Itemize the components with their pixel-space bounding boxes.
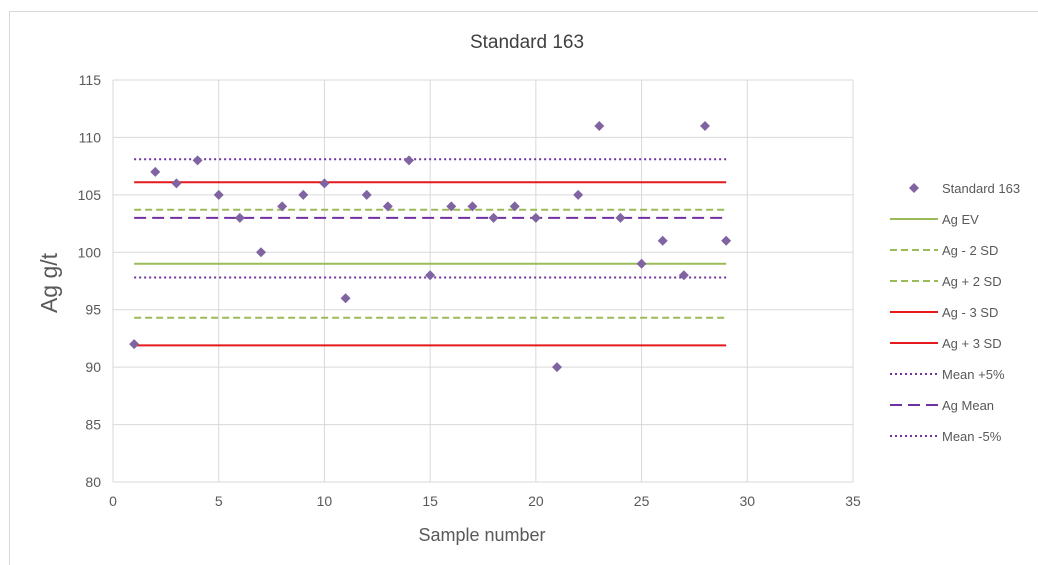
data-point xyxy=(509,201,520,212)
data-point xyxy=(678,270,689,281)
legend-label: Ag - 2 SD xyxy=(942,243,998,258)
x-tick-label: 15 xyxy=(422,493,438,509)
data-point xyxy=(721,235,732,246)
legend-label: Ag + 3 SD xyxy=(942,336,1002,351)
legend-label: Ag Mean xyxy=(942,398,994,413)
data-point xyxy=(361,189,372,200)
data-point xyxy=(446,201,457,212)
chart-area xyxy=(9,11,1038,565)
y-tick-label: 80 xyxy=(85,474,101,490)
y-tick-label: 90 xyxy=(85,359,101,375)
data-point xyxy=(594,120,605,131)
data-point xyxy=(298,189,309,200)
data-point xyxy=(319,178,330,189)
data-point xyxy=(382,201,393,212)
data-point xyxy=(213,189,224,200)
x-axis-label: Sample number xyxy=(418,525,545,545)
data-point xyxy=(552,362,562,373)
data-point xyxy=(192,155,203,166)
gridlines xyxy=(112,79,854,483)
data-points xyxy=(129,120,732,373)
x-tick-label: 30 xyxy=(739,493,755,509)
y-tick-label: 85 xyxy=(85,417,101,433)
data-point xyxy=(129,339,140,350)
x-tick-label: 10 xyxy=(317,493,333,509)
data-point xyxy=(171,178,182,189)
y-tick-label: 110 xyxy=(79,129,102,145)
data-point xyxy=(657,235,668,246)
legend: Standard 163 Ag EV Ag - 2 SD Ag + 2 SD Ag - … xyxy=(890,181,1020,444)
data-point xyxy=(530,212,541,223)
legend-label: Ag EV xyxy=(942,212,979,227)
legend-label: Standard 163 xyxy=(942,181,1020,196)
x-tick-label: 20 xyxy=(528,493,544,509)
legend-label: Mean +5% xyxy=(942,367,1005,382)
x-tick-label: 25 xyxy=(634,493,650,509)
x-tick-label: 0 xyxy=(109,493,117,509)
data-point xyxy=(256,247,266,258)
data-point xyxy=(573,189,584,200)
legend-label: Mean -5% xyxy=(942,429,1002,444)
y-tick-label: 100 xyxy=(78,244,102,260)
data-point xyxy=(700,120,710,131)
data-point xyxy=(404,155,414,166)
y-tick-label: 95 xyxy=(85,302,101,318)
y-tick-label: 115 xyxy=(79,72,102,88)
data-point xyxy=(425,270,436,281)
y-tick-label: 105 xyxy=(78,187,102,203)
data-point xyxy=(467,201,478,212)
data-point xyxy=(340,293,351,304)
x-tick-label: 35 xyxy=(845,493,861,509)
data-point xyxy=(150,166,161,177)
axes: 80 85 90 95 100 105 110 115 0 5 10 15 20 25 30 35 xyxy=(78,72,861,509)
legend-label: Ag + 2 SD xyxy=(942,274,1002,289)
legend-label: Ag - 3 SD xyxy=(942,305,998,320)
data-point xyxy=(488,212,499,223)
legend-marker xyxy=(909,183,919,193)
data-point xyxy=(277,201,288,212)
x-tick-label: 5 xyxy=(215,493,223,509)
y-axis-label: Ag g/t xyxy=(36,252,62,313)
data-point xyxy=(615,212,626,223)
data-point xyxy=(234,212,245,223)
data-point xyxy=(636,258,647,269)
chart-title: Standard 163 xyxy=(470,32,584,53)
